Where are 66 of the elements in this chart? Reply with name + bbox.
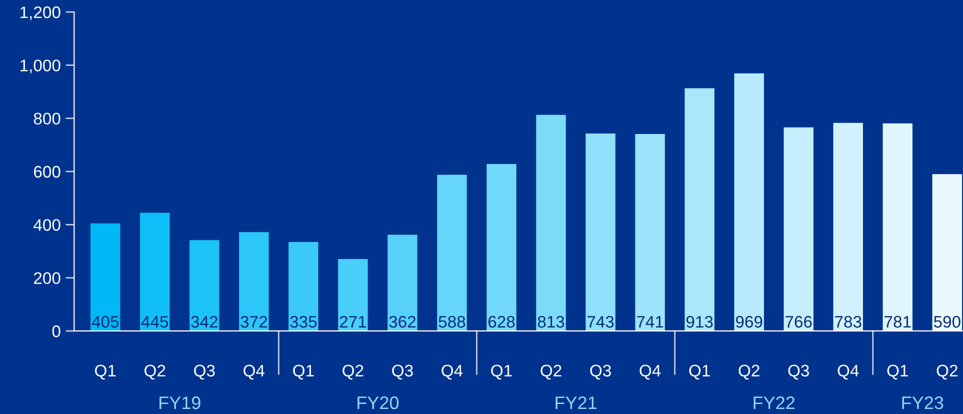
data-label: 781 [884,316,911,328]
bar [684,88,714,331]
bar [734,73,764,331]
data-label: 271 [340,316,366,328]
bar [90,223,120,331]
bar [833,122,863,331]
data-label: 913 [686,316,713,328]
x-tick-label: Q2 [144,364,166,380]
data-label: 362 [389,316,416,328]
bar [239,232,269,331]
bar [486,164,516,331]
x-tick-label: Q3 [590,364,611,380]
text: FY19 [160,396,200,410]
data-label: 743 [587,316,614,328]
bar [586,133,616,331]
data-label: 969 [736,316,762,328]
data-label: 766 [786,316,812,328]
bar [536,114,566,331]
x-tick-label: Q1 [95,364,116,380]
text: FY21 [556,396,596,410]
text: FY23 [902,396,944,410]
y-tick-label: 600 [34,166,60,178]
data-label: 405 [92,316,119,328]
data-label: 628 [488,316,515,328]
x-tick-label: Q2 [540,364,562,380]
y-tick-label: 200 [34,272,60,284]
y-tick-label: 800 [34,112,60,125]
x-tick-label: Q2 [738,364,760,380]
data-label: 741 [637,316,664,328]
data-label: 813 [538,316,564,328]
bar [932,174,962,331]
data-label: 590 [934,316,960,328]
x-tick-label: Q3 [194,364,215,380]
bar [882,123,912,331]
y-tick-label: 1,000 [20,60,60,74]
x-tick-label: Q4 [640,364,661,380]
x-tick-label: Q3 [392,364,413,380]
x-tick-label: Q4 [442,364,463,380]
text: FY22 [754,396,795,410]
x-tick-label: Q1 [293,364,314,380]
x-tick-label: Q4 [244,364,265,380]
bar [784,127,814,331]
y-tick-label: 1,200 [20,6,60,20]
data-label: 335 [290,316,317,328]
bar [388,234,418,331]
x-tick-label: Q2 [342,364,364,380]
bar [140,212,170,331]
x-tick-label: Q1 [887,364,908,380]
x-tick-label: Q1 [689,364,710,380]
bar [635,134,665,331]
x-tick-label: Q1 [491,364,512,380]
bar [338,258,368,331]
y-tick-label: 400 [34,219,60,231]
x-tick-label: Q4 [838,364,859,380]
bar [190,240,220,331]
data-label: 342 [191,316,218,328]
text: FY20 [358,396,399,410]
data-label: 588 [438,316,466,328]
data-label: 783 [835,316,862,328]
data-label: 445 [141,316,168,328]
bar [437,174,467,331]
data-label: 372 [240,316,267,328]
bar [288,242,318,331]
x-tick-label: Q3 [788,364,809,380]
x-tick-label: Q2 [936,364,958,380]
y-tick-label: 0 [52,325,60,338]
